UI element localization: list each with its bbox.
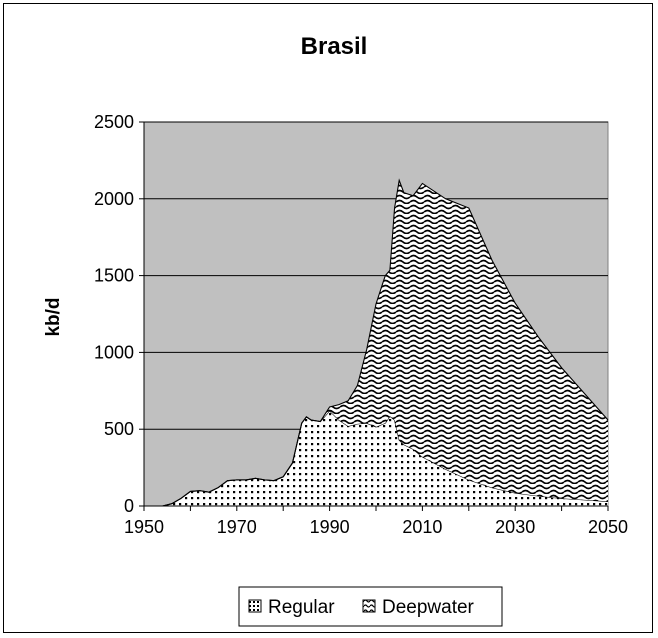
legend-label-regular: Regular	[268, 597, 335, 618]
x-tick-label: 2010	[402, 517, 442, 537]
x-tick-label: 1970	[217, 517, 257, 537]
chart-title: Brasil	[301, 33, 368, 60]
y-tick-label: 2000	[94, 189, 134, 209]
y-tick-labels: 0 500 1000 1500 2000 2500	[94, 112, 134, 516]
y-tick-label: 1500	[94, 266, 134, 286]
series-areas	[144, 178, 609, 507]
legend: Regular Deepwater	[238, 586, 503, 627]
x-tick-label: 2050	[588, 517, 628, 537]
y-tick-label: 0	[124, 496, 134, 516]
x-tick-labels: 1950 1970 1990 2010 2030 2050	[124, 517, 628, 537]
y-axis-label: kb/d	[43, 297, 64, 336]
axes	[139, 121, 609, 511]
y-tick-label: 2500	[94, 112, 134, 132]
area-chart: Brasil kb/d 0 500 1000 1500 2000 2500 1950 197…	[43, 33, 628, 627]
chart-frame: Brasil kb/d 0 500 1000 1500 2000 2500 1950 197…	[3, 3, 653, 633]
legend-label-deepwater: Deepwater	[382, 597, 475, 618]
series-line-deepwater	[144, 178, 609, 507]
legend-swatch-deepwater	[362, 599, 376, 613]
x-tick-label: 2030	[495, 517, 535, 537]
x-tick-label: 1990	[310, 517, 350, 537]
y-tick-label: 500	[104, 419, 134, 439]
area-series-regular	[144, 410, 608, 506]
legend-swatch-regular	[248, 599, 262, 613]
area-series-deepwater	[144, 180, 608, 507]
y-tick-label: 1000	[94, 342, 134, 362]
x-tick-label: 1950	[124, 517, 164, 537]
